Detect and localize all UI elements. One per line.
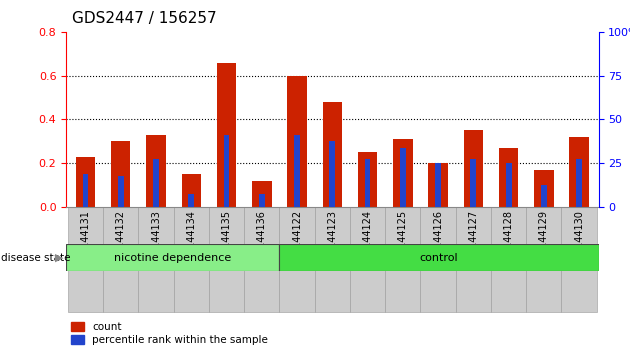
- Bar: [499, 148, 518, 207]
- Bar: [111, 141, 130, 207]
- Bar: [280, 207, 315, 312]
- Bar: [491, 207, 526, 312]
- Bar: [174, 207, 209, 312]
- Bar: [252, 181, 272, 207]
- Bar: [350, 207, 385, 312]
- Text: disease state: disease state: [1, 252, 71, 263]
- Bar: [385, 207, 420, 312]
- Bar: [365, 159, 370, 207]
- Text: GDS2447 / 156257: GDS2447 / 156257: [72, 11, 217, 25]
- Bar: [576, 159, 582, 207]
- Bar: [435, 163, 441, 207]
- Bar: [329, 141, 335, 207]
- Bar: [471, 159, 476, 207]
- Bar: [103, 207, 139, 312]
- Bar: [428, 163, 448, 207]
- Bar: [358, 152, 377, 207]
- Bar: [146, 135, 166, 207]
- Bar: [561, 207, 597, 312]
- Bar: [570, 137, 589, 207]
- Bar: [420, 207, 455, 312]
- Bar: [526, 207, 561, 312]
- Bar: [541, 185, 547, 207]
- Text: ▶: ▶: [55, 252, 63, 263]
- Bar: [181, 174, 201, 207]
- Bar: [244, 207, 280, 312]
- Bar: [83, 174, 88, 207]
- Bar: [315, 207, 350, 312]
- Bar: [279, 244, 598, 271]
- Bar: [76, 157, 95, 207]
- Bar: [118, 176, 123, 207]
- Bar: [139, 207, 174, 312]
- Bar: [294, 135, 300, 207]
- Bar: [217, 63, 236, 207]
- Bar: [393, 139, 413, 207]
- Bar: [224, 135, 229, 207]
- Legend: count, percentile rank within the sample: count, percentile rank within the sample: [71, 322, 268, 345]
- Bar: [259, 194, 265, 207]
- Bar: [209, 207, 244, 312]
- Bar: [323, 102, 342, 207]
- Bar: [455, 207, 491, 312]
- Bar: [188, 194, 194, 207]
- Bar: [464, 130, 483, 207]
- Text: nicotine dependence: nicotine dependence: [114, 252, 231, 263]
- Bar: [400, 148, 406, 207]
- Bar: [68, 207, 103, 312]
- Bar: [534, 170, 554, 207]
- Bar: [66, 244, 279, 271]
- Text: control: control: [420, 252, 458, 263]
- Bar: [287, 76, 307, 207]
- Bar: [506, 163, 512, 207]
- Bar: [153, 159, 159, 207]
